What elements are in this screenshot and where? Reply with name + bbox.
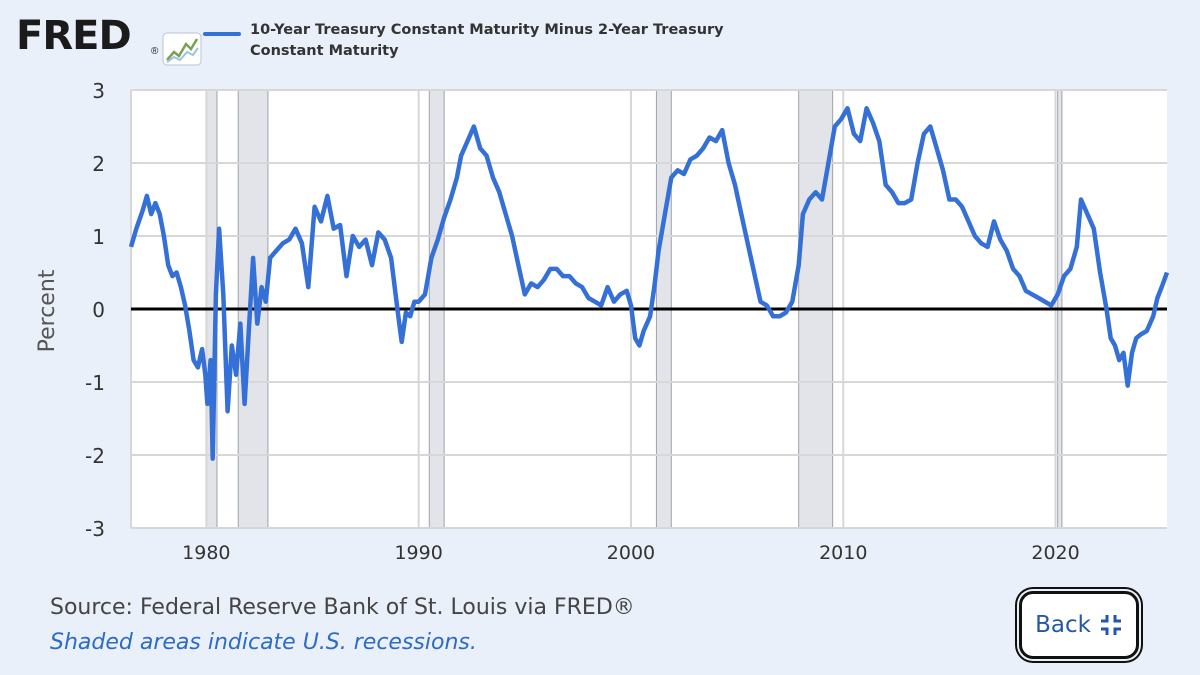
y-tick-label: -3 [85,517,105,541]
recession-note: Shaded areas indicate U.S. recessions. [50,630,477,655]
logo-registered-mark: ® [151,46,159,57]
series-line [128,106,1170,461]
y-axis-label: Percent [35,269,60,352]
x-tick-label: 1990 [394,542,442,564]
y-tick-label: 2 [92,152,105,176]
y-axis-ticks: -3 -2 -1 0 1 2 3 [85,79,105,541]
fred-logo[interactable]: FRED ® [16,13,202,66]
back-button[interactable]: Back [1019,591,1139,659]
series-group [128,106,1170,461]
y-tick-label: 0 [92,298,105,322]
back-button-label: Back [1035,612,1091,638]
x-axis-ticks: 1980 1990 2000 2010 2020 [182,542,1080,564]
legend-swatch [203,32,241,36]
x-tick-label: 1980 [182,542,230,564]
y-tick-label: 3 [92,79,105,103]
yield-spread-chart: -3 -2 -1 0 1 2 3 1980 1990 2000 2010 2020 Percent [35,79,1170,564]
chart-header: FRED ® 10-Year Treasury Constant Maturit… [0,0,1200,80]
x-tick-label: 2020 [1031,542,1079,564]
y-tick-label: 1 [92,225,105,249]
source-text: Source: Federal Reserve Bank of St. Loui… [50,595,635,620]
collapse-icon [1100,615,1121,635]
x-tick-label: 2010 [819,542,867,564]
x-tick-label: 2000 [607,542,655,564]
legend-label: 10-Year Treasury Constant Maturity Minus… [250,22,724,59]
fred-graph-icon [162,32,202,66]
y-tick-label: -2 [85,444,105,468]
logo-text: FRED [16,13,132,59]
y-tick-label: -1 [85,371,105,395]
